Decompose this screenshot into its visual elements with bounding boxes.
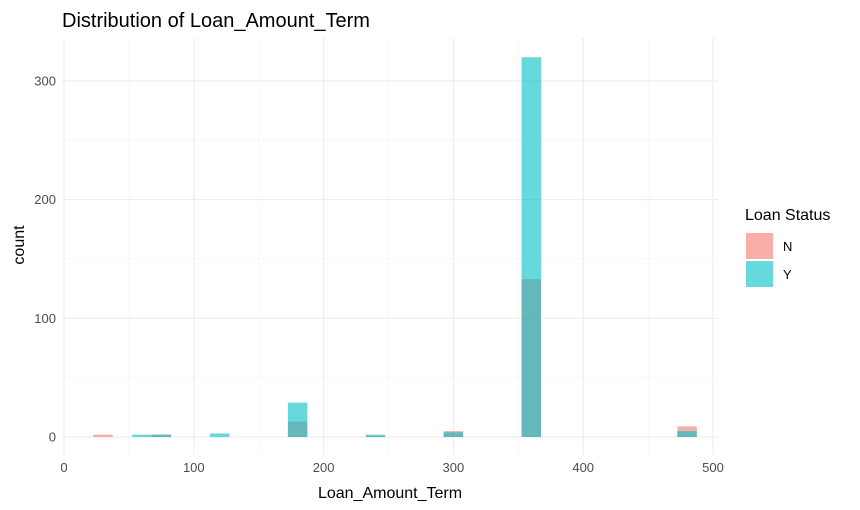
legend-key-y <box>746 261 773 287</box>
histogram-bar-y <box>365 434 386 437</box>
x-axis-ticks: 0 100 200 300 400 500 <box>60 460 723 475</box>
x-tick-label: 200 <box>313 460 335 475</box>
x-axis-label: Loan_Amount_Term <box>318 485 462 502</box>
grid <box>62 38 718 455</box>
x-tick-label: 500 <box>702 460 724 475</box>
legend-title: Loan Status <box>745 207 830 224</box>
y-axis-ticks: 0 100 200 300 <box>34 74 56 445</box>
legend-key-n <box>746 233 773 259</box>
chart-title: Distribution of Loan_Amount_Term <box>62 10 370 32</box>
histogram-bar-n <box>93 434 113 437</box>
histogram-bar-y <box>132 434 152 437</box>
histogram-bar-y <box>521 57 542 438</box>
y-tick-label: 0 <box>49 430 56 445</box>
legend-items: NY <box>746 233 792 287</box>
y-tick-label: 200 <box>34 192 56 207</box>
x-tick-label: 400 <box>572 460 594 475</box>
y-tick-label: 300 <box>34 74 56 89</box>
x-tick-label: 100 <box>183 460 205 475</box>
legend-label-n: N <box>783 239 792 254</box>
histogram-bar-y <box>151 434 172 437</box>
x-tick-label: 0 <box>60 460 67 475</box>
histogram-bar-y <box>443 432 464 437</box>
bars <box>93 57 697 438</box>
legend-label-y: Y <box>783 267 792 282</box>
histogram-bar-y <box>677 431 697 437</box>
histogram-bar-y <box>210 433 230 437</box>
histogram-bar-y <box>287 402 308 437</box>
y-tick-label: 100 <box>34 311 56 326</box>
x-tick-label: 300 <box>443 460 465 475</box>
legend: Loan Status NY <box>745 207 830 287</box>
y-axis-label: count <box>11 225 28 265</box>
